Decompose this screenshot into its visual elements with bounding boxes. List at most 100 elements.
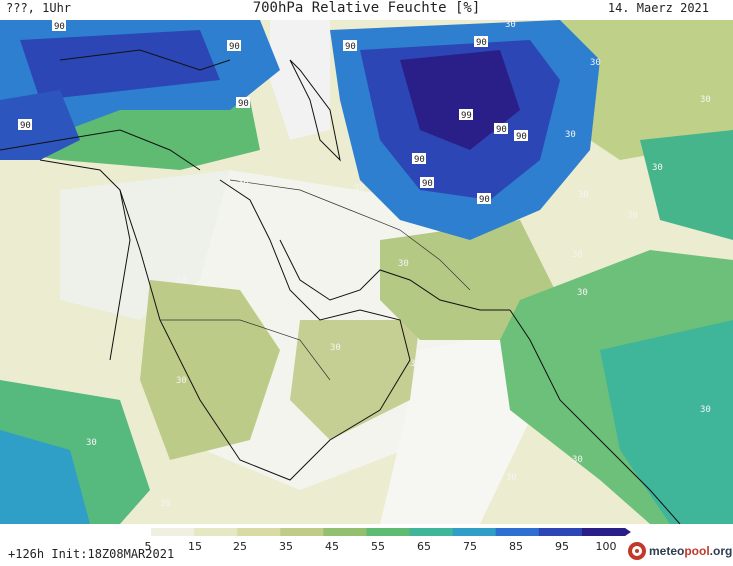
valid-time-label: ???, 1Uhr [6,1,72,15]
dry-zone-arabian-sea [380,330,530,524]
contour-label: 30 [572,250,583,260]
colorbar-tick-label: 5 [144,540,152,553]
logo-accent: pool [684,544,710,558]
contour-label: 99 [461,111,472,121]
colorbar-segment [495,528,540,536]
coastline-red-sea [39,159,131,361]
coastline-caspian [289,59,341,162]
colorbar-segment [538,528,583,536]
logo-text: meteopool.org [649,544,732,558]
contour-label-box [227,40,241,51]
map-header: ???, 1Uhr 700hPa Relative Feuchte [%] 14… [0,0,733,20]
colorbar-tick-label: 100 [595,540,617,553]
contour-label-box [514,130,528,141]
colorbar-tick-label: 45 [325,540,339,553]
contour-label: 30 [176,276,187,286]
colorbar [108,528,631,536]
contour-label: 30 [577,288,588,298]
contour-label: 90 [345,42,356,52]
contour-label: 30 [652,163,663,173]
colorbar-segment [108,528,152,536]
contour-label: 30 [565,130,576,140]
colorbar-segment [194,528,238,536]
humidity-map-canvas: 90 90 90 90 90 90 99 90 90 90 90 90 30 [0,20,733,524]
colorbar-segment [280,528,324,536]
contour-label: 90 [229,42,240,52]
coastline-arabia [119,179,411,481]
colorbar-area: 5 15 25 35 45 55 65 75 85 95 100 +126h Init:18Z08M… [0,524,733,566]
contour-label: 30 [160,499,171,509]
contour-labels: 90 90 90 90 90 90 99 90 90 90 90 90 30 [18,20,711,509]
contour-label: 90 [422,179,433,189]
border-lines-iran [229,179,471,291]
contour-label-box [459,109,473,120]
colorbar-tick-label: 15 [188,540,202,553]
contour-label: 30 [572,455,583,465]
peak-zone-caspian [400,50,520,150]
humid-zone-india-coast [600,320,733,524]
colorbar-segment [151,528,195,536]
colorbar-segment [581,528,626,536]
contour-label: 90 [414,155,425,165]
model-run-info: +126h Init:18Z08MAR2021 [8,547,175,561]
colorbar-tick-label: 85 [509,540,523,553]
colorbar-segment [366,528,411,536]
colorbar-tick-label: 75 [463,540,477,553]
colorbar-segment [323,528,367,536]
contour-label: 30 [410,359,421,369]
contour-label: 30 [330,343,341,353]
contour-label: 30 [238,178,249,188]
contour-label: 30 [398,259,409,269]
moist-zone-oman [290,320,420,440]
logo-suffix: .org [709,544,733,558]
contour-label: 30 [506,473,517,483]
logo-prefix: meteo [649,544,685,558]
contour-label: 30 [578,190,589,200]
border-lines-saudi [160,319,331,381]
humid-zone-himalaya [640,130,733,240]
contour-label: 30 [455,429,466,439]
humidity-map: 90 90 90 90 90 90 99 90 90 90 90 90 30 [0,20,733,524]
saturated-zone-turkey [20,30,220,100]
coastline-india [509,309,681,524]
target-logo-icon [628,542,646,560]
contour-label-box [420,177,434,188]
map-title: 700hPa Relative Feuchte [%] [252,0,481,16]
contour-label-box [18,119,32,130]
colorbar-segment [452,528,497,536]
moist-zone-central-asia [560,20,733,160]
contour-label-box [412,153,426,164]
colorbar-arrow [625,528,631,536]
colorbar-tick-label: 35 [279,540,293,553]
contour-label: 30 [627,211,638,221]
contour-label: 90 [54,22,65,32]
coastline-black-sea [59,49,231,71]
contour-label-box [343,40,357,51]
contour-label: 90 [20,121,31,131]
moist-zone-hejaz [140,280,280,460]
contour-label-box [494,123,508,134]
contour-label: 30 [176,376,187,386]
coastline-gulf [279,239,510,311]
contour-label-box [477,193,491,204]
contour-label: 30 [86,438,97,448]
humid-zone-africa [0,430,90,524]
contour-label-box [52,20,66,31]
wet-zone-greece [0,90,80,160]
colorbar-tick-label: 65 [417,540,431,553]
contour-label: 30 [354,183,365,193]
valid-date-label: 14. Maerz 2021 [607,1,709,15]
colorbar-segment [237,528,281,536]
coastline-mediterranean [0,129,201,171]
meteopool-logo: meteopool.org [628,542,732,560]
dry-zone-egypt [60,170,230,320]
contour-label: 90 [476,38,487,48]
contour-label-box [474,36,488,47]
contour-label: 30 [700,405,711,415]
contour-label: 30 [505,20,516,30]
contour-label-box [236,97,250,108]
colorbar-tick-label: 55 [371,540,385,553]
colorbar-tick-label: 95 [555,540,569,553]
contour-label: 90 [479,195,490,205]
contour-label: 30 [590,58,601,68]
